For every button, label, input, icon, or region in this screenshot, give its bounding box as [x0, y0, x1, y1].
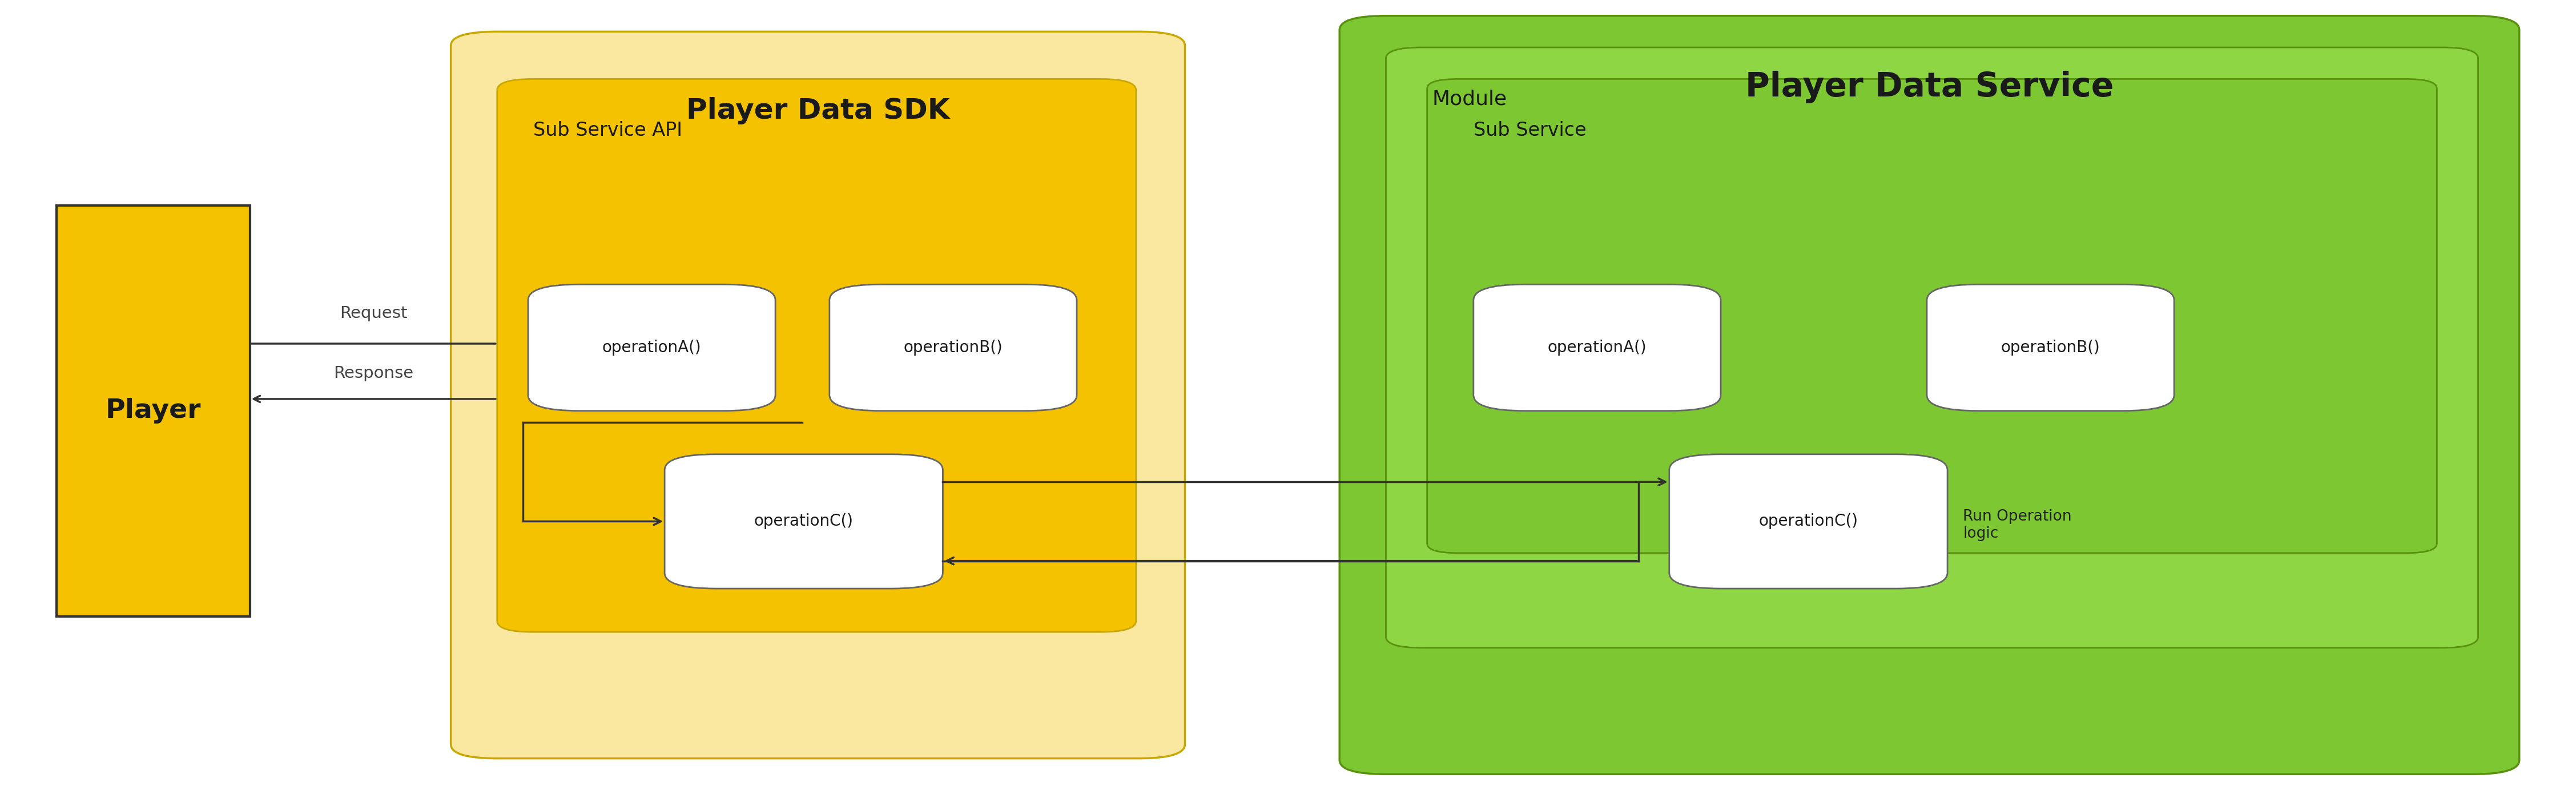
Text: operationB(): operationB() — [904, 340, 1002, 356]
Text: Player: Player — [106, 398, 201, 423]
FancyBboxPatch shape — [497, 79, 1136, 632]
Text: Run Operation
logic: Run Operation logic — [1963, 510, 2071, 541]
Text: Player Data Service: Player Data Service — [1744, 70, 2115, 103]
Text: operationA(): operationA() — [603, 340, 701, 356]
FancyBboxPatch shape — [1427, 79, 2437, 553]
Text: operationA(): operationA() — [1548, 340, 1646, 356]
Bar — [57, 205, 250, 616]
FancyBboxPatch shape — [665, 454, 943, 589]
FancyBboxPatch shape — [528, 284, 775, 411]
Text: Sub Service: Sub Service — [1473, 121, 1587, 140]
FancyBboxPatch shape — [1927, 284, 2174, 411]
FancyBboxPatch shape — [829, 284, 1077, 411]
FancyBboxPatch shape — [1669, 454, 1947, 589]
FancyBboxPatch shape — [451, 32, 1185, 758]
Text: operationB(): operationB() — [2002, 340, 2099, 356]
Text: Player Data SDK: Player Data SDK — [685, 97, 951, 124]
Text: Request: Request — [340, 306, 407, 322]
FancyBboxPatch shape — [1340, 16, 2519, 774]
Text: Response: Response — [332, 366, 415, 382]
Text: Module: Module — [1432, 89, 1507, 108]
FancyBboxPatch shape — [1386, 47, 2478, 648]
FancyBboxPatch shape — [1473, 284, 1721, 411]
Text: operationC(): operationC() — [1759, 514, 1857, 529]
Text: operationC(): operationC() — [755, 514, 853, 529]
Text: Sub Service API: Sub Service API — [533, 121, 683, 140]
